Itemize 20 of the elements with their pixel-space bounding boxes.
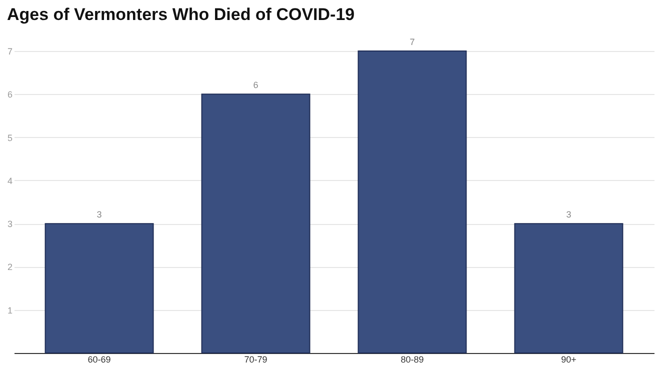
data-label: 3 [96, 210, 102, 220]
data-label: 3 [566, 210, 572, 220]
y-tick-label: 3 [7, 219, 12, 230]
x-tick-label: 90+ [561, 354, 576, 364]
x-tick-label: 60-69 [88, 354, 111, 364]
y-tick-label: 1 [7, 305, 12, 316]
y-tick-label: 4 [7, 176, 12, 186]
y-tick-label: 5 [7, 132, 12, 143]
x-tick-label: 80-89 [400, 354, 424, 364]
data-label: 7 [410, 37, 415, 47]
x-tick-label: 70-79 [244, 354, 268, 364]
bar [514, 223, 624, 354]
bar [201, 94, 310, 354]
y-tick-label: 6 [7, 90, 12, 100]
bar [44, 223, 154, 354]
chart-title: Ages of Vermonters Who Died of COVID-19 [6, 5, 355, 24]
data-label: 6 [253, 80, 258, 90]
y-tick-label: 2 [7, 262, 12, 272]
bar [358, 50, 467, 354]
y-tick-label: 7 [7, 46, 12, 56]
